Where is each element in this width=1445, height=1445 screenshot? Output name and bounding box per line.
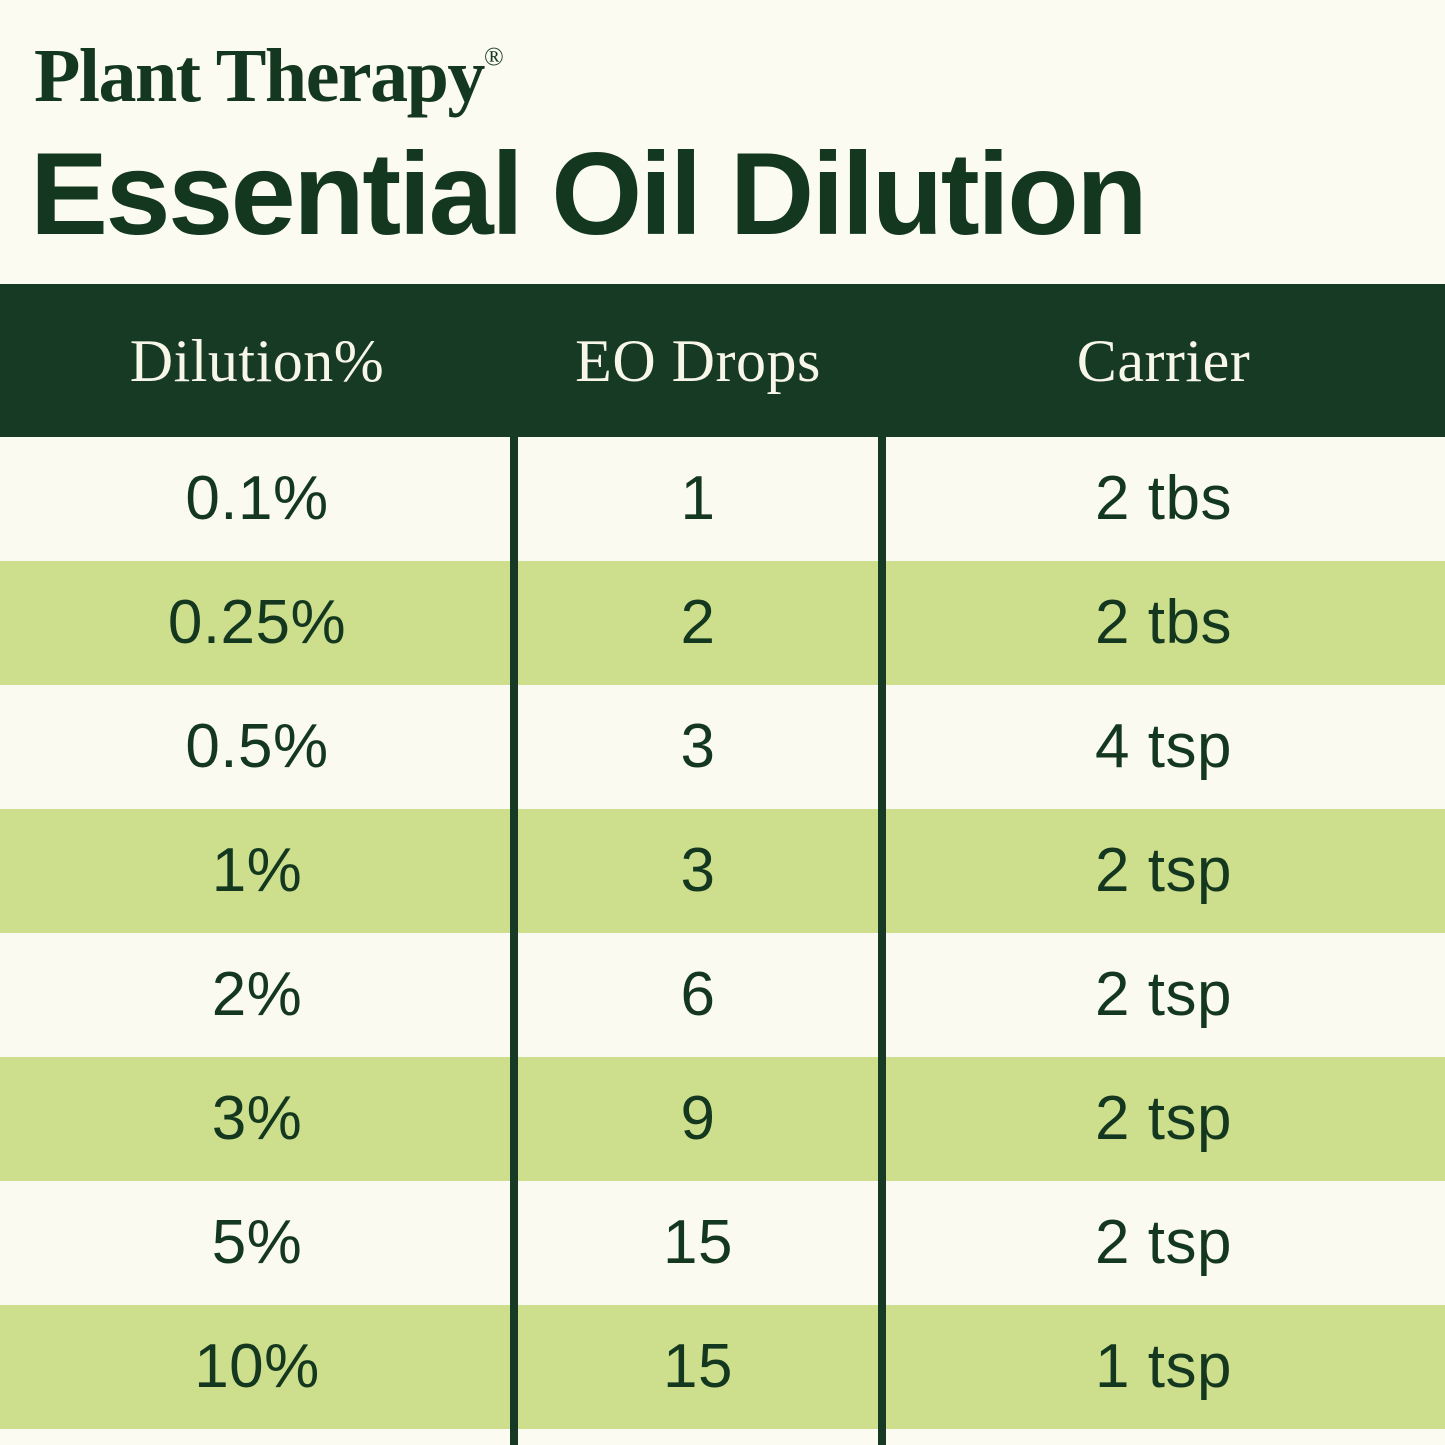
cell-dilution: 10% — [194, 1332, 320, 1401]
column-header-dilution: Dilution% — [129, 327, 385, 394]
cell-dilution: 0.1% — [185, 464, 329, 533]
cell-dilution: 0.5% — [185, 712, 329, 781]
table-row: 3% 9 2 tsp — [0, 1057, 1445, 1181]
table-row: 5% 15 2 tsp — [0, 1181, 1445, 1305]
table-row: 0.1% 1 2 tbs — [0, 437, 1445, 561]
brand-logo: Plant Therapy® — [34, 16, 1414, 117]
cell-dilution: 3% — [211, 1084, 303, 1153]
table-row: 1% 3 2 tsp — [0, 809, 1445, 933]
cell-carrier: 2 tsp — [1095, 960, 1232, 1029]
cell-eo-drops: 9 — [680, 1084, 716, 1153]
cell-carrier: 2 tsp — [1095, 1084, 1232, 1153]
cell-dilution: 2% — [211, 960, 303, 1029]
column-divider-1 — [510, 437, 518, 1445]
table-row: 2% 6 2 tsp — [0, 933, 1445, 1057]
brand-header: Plant Therapy® — [34, 16, 1414, 117]
cell-carrier: 2 tsp — [1095, 836, 1232, 905]
cell-carrier: 4 tsp — [1095, 712, 1232, 781]
cell-dilution: 0.25% — [167, 588, 347, 657]
column-header-eo-drops: EO Drops — [575, 327, 821, 394]
registered-trademark-icon: ® — [483, 42, 504, 71]
page-title: Essential Oil Dilution — [30, 128, 1148, 259]
table-row: 0.5% 3 4 tsp — [0, 685, 1445, 809]
cell-carrier: 2 tsp — [1095, 1208, 1232, 1277]
cell-eo-drops: 15 — [663, 1208, 733, 1277]
cell-eo-drops: 3 — [680, 712, 716, 781]
column-divider-2 — [878, 437, 886, 1445]
cell-eo-drops: 15 — [663, 1332, 733, 1401]
table-body: 0.1% 1 2 tbs 0.25% 2 2 tbs 0.5% 3 4 tsp … — [0, 437, 1445, 1429]
cell-carrier: 1 tsp — [1095, 1332, 1232, 1401]
cell-eo-drops: 2 — [680, 588, 716, 657]
brand-name: Plant Therapy — [34, 34, 485, 118]
cell-carrier: 2 tbs — [1095, 464, 1232, 533]
cell-dilution: 5% — [211, 1208, 303, 1277]
cell-eo-drops: 3 — [680, 836, 716, 905]
cell-carrier: 2 tbs — [1095, 588, 1232, 657]
column-header-carrier: Carrier — [1076, 327, 1251, 394]
table-header-row: Dilution% EO Drops Carrier — [0, 284, 1445, 437]
table-row: 0.25% 2 2 tbs — [0, 561, 1445, 685]
cell-eo-drops: 6 — [680, 960, 716, 1029]
cell-dilution: 1% — [211, 836, 303, 905]
dilution-table: Dilution% EO Drops Carrier 0.1% 1 2 tbs … — [0, 284, 1445, 1445]
cell-eo-drops: 1 — [680, 464, 716, 533]
table-row: 10% 15 1 tsp — [0, 1305, 1445, 1429]
